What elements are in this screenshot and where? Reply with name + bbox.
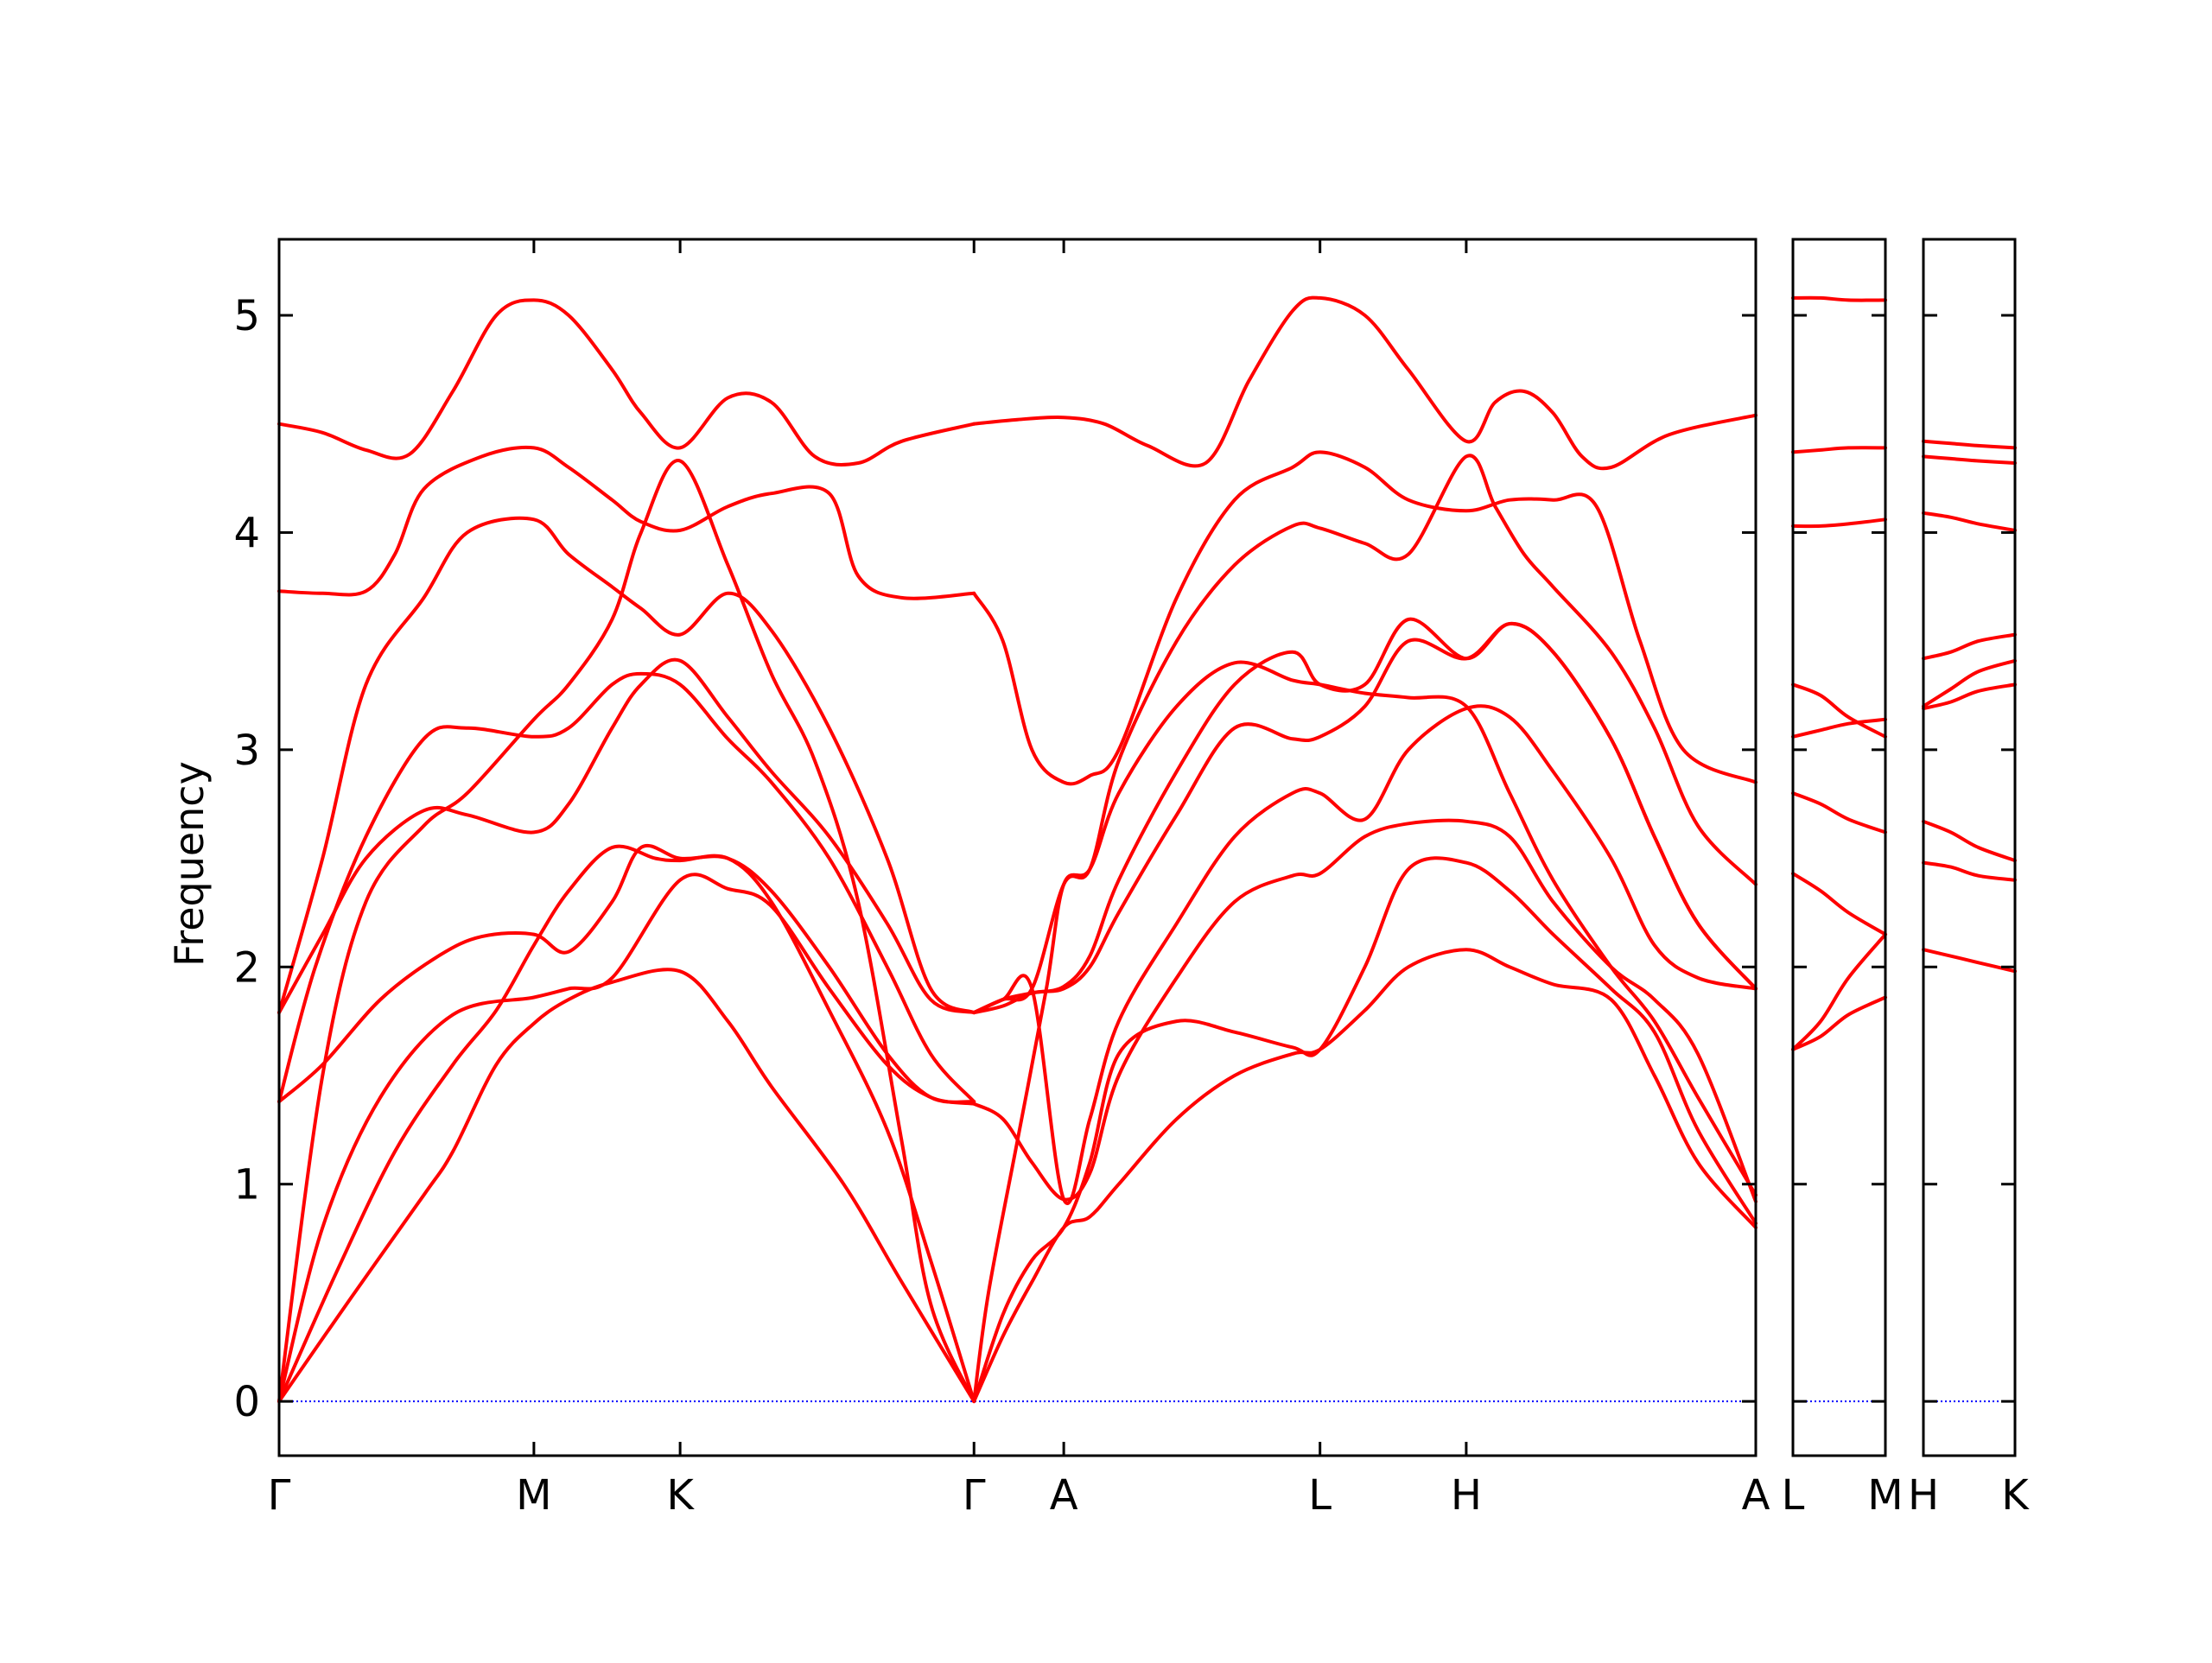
panel-frame [1791, 238, 1887, 1457]
band-6 [1791, 682, 1887, 739]
x-tick-label: H [1451, 1471, 1482, 1520]
band-7 [1922, 511, 2017, 532]
band-8 [1922, 454, 2017, 465]
band-1 [1922, 948, 2017, 974]
band-3 [1791, 872, 1887, 936]
panel-1: 0 1 2 3 4 5 Γ M K Γ A L H A [233, 238, 1770, 1520]
band-9 [277, 445, 976, 600]
band-19 [972, 450, 1758, 786]
band-6 [1922, 632, 2017, 661]
band-3 [1922, 819, 2017, 863]
band-12 [972, 856, 1758, 1404]
y-tick-label: 5 [233, 292, 260, 340]
y-axis-label: Frequency [166, 761, 213, 967]
band-6 [277, 657, 976, 1015]
band-8 [277, 516, 976, 1015]
band-2 [277, 844, 976, 1404]
band-14 [972, 818, 1758, 1203]
x-tick-label: Γ [963, 1471, 986, 1520]
x-tick-label: L [1308, 1471, 1332, 1520]
band-8 [1791, 446, 1887, 454]
band-18 [972, 454, 1758, 1015]
band-2 [1791, 932, 1887, 1051]
band-4 [1791, 791, 1887, 835]
x-tick-label: K [666, 1471, 695, 1520]
y-tick-label: 3 [233, 727, 260, 775]
band-15 [972, 704, 1758, 1205]
band-5 [277, 844, 976, 1104]
band-4 [277, 459, 976, 1404]
band-1 [1791, 995, 1887, 1051]
band-group [277, 295, 1758, 1404]
band-11 [972, 948, 1758, 1404]
panel-frame [277, 238, 1758, 1457]
band-group [1922, 439, 2017, 974]
band-17 [972, 617, 1758, 1015]
x-tick-label: K [2001, 1471, 2030, 1520]
band-20 [972, 295, 1758, 471]
band-5 [1791, 717, 1887, 739]
x-tick-label: M [1867, 1471, 1903, 1520]
x-tick-label: Γ [268, 1471, 291, 1520]
y-tick-label: 2 [233, 943, 260, 992]
band-3 [277, 873, 976, 1404]
band-7 [1791, 517, 1887, 529]
band-group [1791, 295, 1887, 1051]
band-2 [1922, 860, 2017, 882]
y-tick-label: 1 [233, 1161, 260, 1209]
x-tick-label: A [1050, 1471, 1078, 1520]
band-9 [1922, 439, 2017, 450]
band-4 [1922, 682, 2017, 711]
x-tick-label: L [1782, 1471, 1805, 1520]
x-tick-label: H [1908, 1471, 1939, 1520]
band-1 [277, 968, 976, 1404]
band-9 [1791, 295, 1887, 302]
y-tick-label: 4 [233, 509, 260, 557]
panel-frame [1922, 238, 2017, 1457]
band-7 [277, 671, 976, 1104]
x-tick-label: M [516, 1471, 551, 1520]
y-tick-label: 0 [233, 1378, 260, 1426]
band-13 [972, 660, 1758, 1404]
x-tick-label: A [1742, 1471, 1770, 1520]
band-10 [277, 298, 976, 467]
band-5 [1922, 658, 2017, 708]
